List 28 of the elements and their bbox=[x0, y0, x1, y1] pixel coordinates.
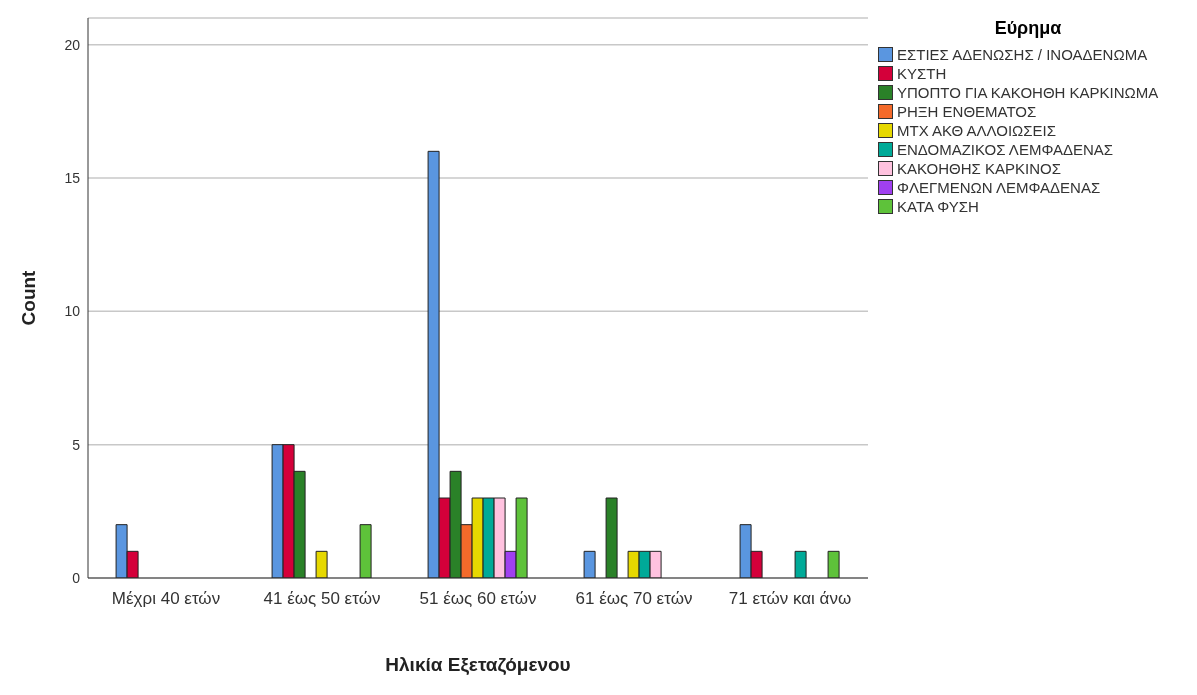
y-axis-title: Count bbox=[17, 269, 39, 326]
bar bbox=[827, 550, 840, 578]
bar bbox=[794, 550, 807, 578]
legend-label: ΥΠΟΠΤΟ ΓΙΑ ΚΑΚΟΗΘΗ ΚΑΡΚΙΝΩΜΑ bbox=[897, 84, 1159, 101]
y-tick-label: 5 bbox=[72, 436, 81, 453]
x-tick-label: 41 έως 50 ετών bbox=[263, 589, 381, 609]
y-tick-label: 10 bbox=[64, 303, 81, 320]
y-tick-label: 15 bbox=[64, 169, 81, 186]
y-tick-label: 20 bbox=[64, 36, 81, 53]
bar bbox=[583, 550, 596, 578]
y-tick-label: 0 bbox=[72, 569, 81, 586]
x-axis-title: Ηλικία Εξεταζόμενου bbox=[385, 654, 571, 677]
bar bbox=[315, 550, 328, 578]
x-tick-label: 61 έως 70 ετών bbox=[575, 589, 693, 609]
bar bbox=[605, 497, 618, 578]
x-tick-label: 51 έως 60 ετών bbox=[419, 589, 537, 609]
bar bbox=[359, 524, 372, 578]
legend-label: ΦΛΕΓΜΕΝΩΝ ΛΕΜΦΑΔΕΝΑΣ bbox=[897, 179, 1101, 196]
legend-label: ΕΣΤΙΕΣ ΑΔΕΝΩΣΗΣ / ΙΝΟΑΔΕΝΩΜΑ bbox=[897, 46, 1148, 63]
legend-label: ΚΑΚΟΗΘΗΣ ΚΑΡΚΙΝΟΣ bbox=[897, 160, 1061, 177]
legend-title: Εύρημα bbox=[993, 18, 1063, 39]
legend-label: ΚΑΤΑ ΦΥΣΗ bbox=[897, 198, 979, 215]
legend-label: ΡΗΞΗ ΕΝΘΕΜΑΤΟΣ bbox=[897, 103, 1037, 120]
legend-label: ΚΥΣΤΗ bbox=[897, 65, 947, 82]
x-tick-label: Μέχρι 40 ετών bbox=[111, 589, 221, 609]
legend-label: ΕΝΔΟΜΑΖΙΚΟΣ ΛΕΜΦΑΔΕΝΑΣ bbox=[897, 141, 1114, 158]
x-tick-label: 71 ετών και άνω bbox=[728, 589, 852, 609]
legend-label: ΜΤΧ ΑΚΘ ΑΛΛΟΙΩΣΕΙΣ bbox=[897, 122, 1057, 139]
